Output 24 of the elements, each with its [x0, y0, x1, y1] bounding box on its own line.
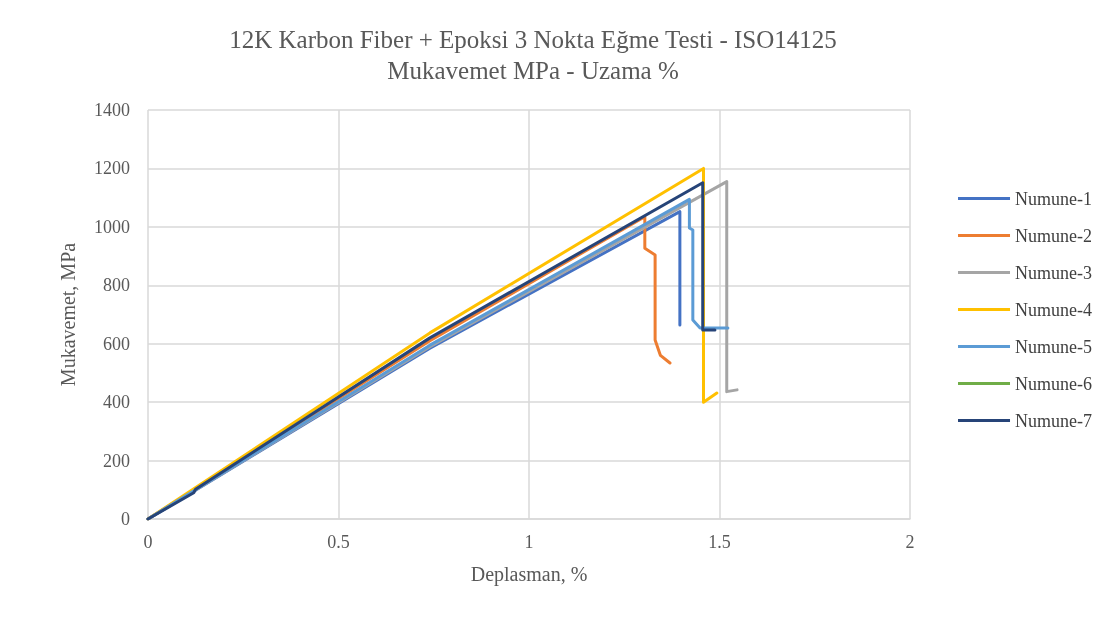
legend-label: Numune-4	[1015, 299, 1092, 320]
x-tick-label: 1.5	[708, 532, 731, 552]
x-tick-label: 1	[524, 532, 534, 552]
x-tick-label: 0	[143, 532, 153, 552]
chart-title: 12K Karbon Fiber + Epoksi 3 Nokta Eğme Testi - ISO14125	[229, 26, 837, 53]
y-tick-label: 600	[103, 333, 130, 354]
legend-label: Numune-5	[1015, 336, 1092, 357]
y-tick-label: 200	[103, 450, 130, 471]
y-tick-label: 1400	[94, 100, 130, 120]
x-axis-title: Deplasman, %	[470, 563, 588, 586]
legend-label: Numune-2	[1015, 225, 1092, 246]
x-tick-label: 2	[905, 532, 915, 552]
legend-label: Numune-6	[1015, 373, 1092, 394]
legend-label: Numune-7	[1015, 410, 1092, 431]
chart-subtitle: Mukavemet MPa - Uzama %	[387, 57, 679, 84]
y-tick-label: 400	[103, 392, 130, 413]
y-tick-label: 1200	[94, 158, 130, 179]
x-tick-label: 0.5	[327, 532, 350, 552]
y-tick-label: 800	[103, 275, 130, 296]
y-tick-label: 1000	[94, 216, 130, 237]
y-axis-title: Mukavemet, MPa	[57, 242, 79, 387]
legend-label: Numune-3	[1015, 262, 1092, 283]
y-tick-label: 0	[121, 509, 130, 529]
legend-label: Numune-1	[1015, 188, 1092, 209]
